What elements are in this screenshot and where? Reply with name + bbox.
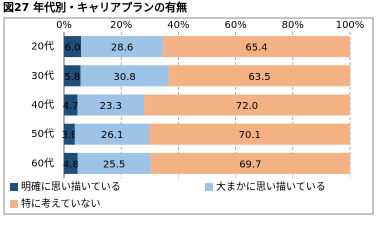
legend-swatch — [10, 183, 18, 191]
data-label: 72.0 — [236, 101, 258, 112]
x-tick-label: 60% — [224, 20, 246, 31]
legend-swatch — [205, 183, 213, 191]
y-tick-label: 20代 — [31, 41, 54, 53]
x-tick-label: 0% — [56, 20, 72, 31]
data-label: 70.1 — [239, 130, 261, 141]
bar-segment — [144, 94, 350, 116]
legend-label: 特に考えていない — [21, 198, 101, 210]
bar-segment — [150, 152, 350, 174]
data-label: 69.7 — [239, 159, 261, 170]
bar-segment — [80, 65, 169, 87]
bar-segment — [74, 123, 150, 145]
data-label: 30.8 — [113, 72, 135, 83]
y-tick-label: 30代 — [31, 70, 54, 82]
data-label: 5.8 — [64, 72, 80, 83]
y-tick-label: 60代 — [31, 157, 54, 169]
legend-label: 明確に思い描いている — [21, 180, 121, 193]
x-tick-label: 40% — [167, 20, 189, 31]
y-tick-label: 50代 — [31, 128, 54, 140]
bar-segment — [64, 94, 78, 116]
bar-segment — [64, 123, 75, 145]
x-tick-label: 100% — [336, 20, 365, 31]
bar-segment — [64, 65, 81, 87]
x-tick-label: 80% — [282, 20, 304, 31]
data-label: 26.1 — [101, 130, 123, 141]
data-label: 6.0 — [65, 43, 81, 54]
bar-segment — [168, 65, 351, 87]
data-label: 63.5 — [248, 72, 270, 83]
bar-segment — [64, 152, 78, 174]
data-label: 3.8 — [61, 130, 77, 141]
bar-segment — [149, 123, 350, 145]
chart-frame — [3, 17, 374, 215]
chart: 図27 年代別・キャリアプランの有無 0% 20% 40% 60% 80% 100% 20代… — [3, 0, 374, 215]
x-tick-label: 20% — [110, 20, 132, 31]
data-label: 65.4 — [245, 43, 267, 54]
y-tick-label: 40代 — [31, 99, 54, 111]
data-label: 23.3 — [100, 101, 122, 112]
data-label: 4.8 — [63, 159, 79, 170]
bar-segment — [162, 36, 350, 58]
bar-segment — [64, 36, 82, 58]
legend-label: 大まかに思い描いている — [216, 180, 326, 193]
chart-title: 図27 年代別・キャリアプランの有無 — [3, 0, 187, 14]
data-label: 25.5 — [103, 159, 125, 170]
bar-segment — [77, 94, 145, 116]
data-label: 28.6 — [111, 43, 133, 54]
bar-segment — [77, 152, 151, 174]
bar-segment — [81, 36, 163, 58]
data-label: 4.7 — [63, 101, 79, 112]
legend-swatch — [10, 200, 18, 208]
